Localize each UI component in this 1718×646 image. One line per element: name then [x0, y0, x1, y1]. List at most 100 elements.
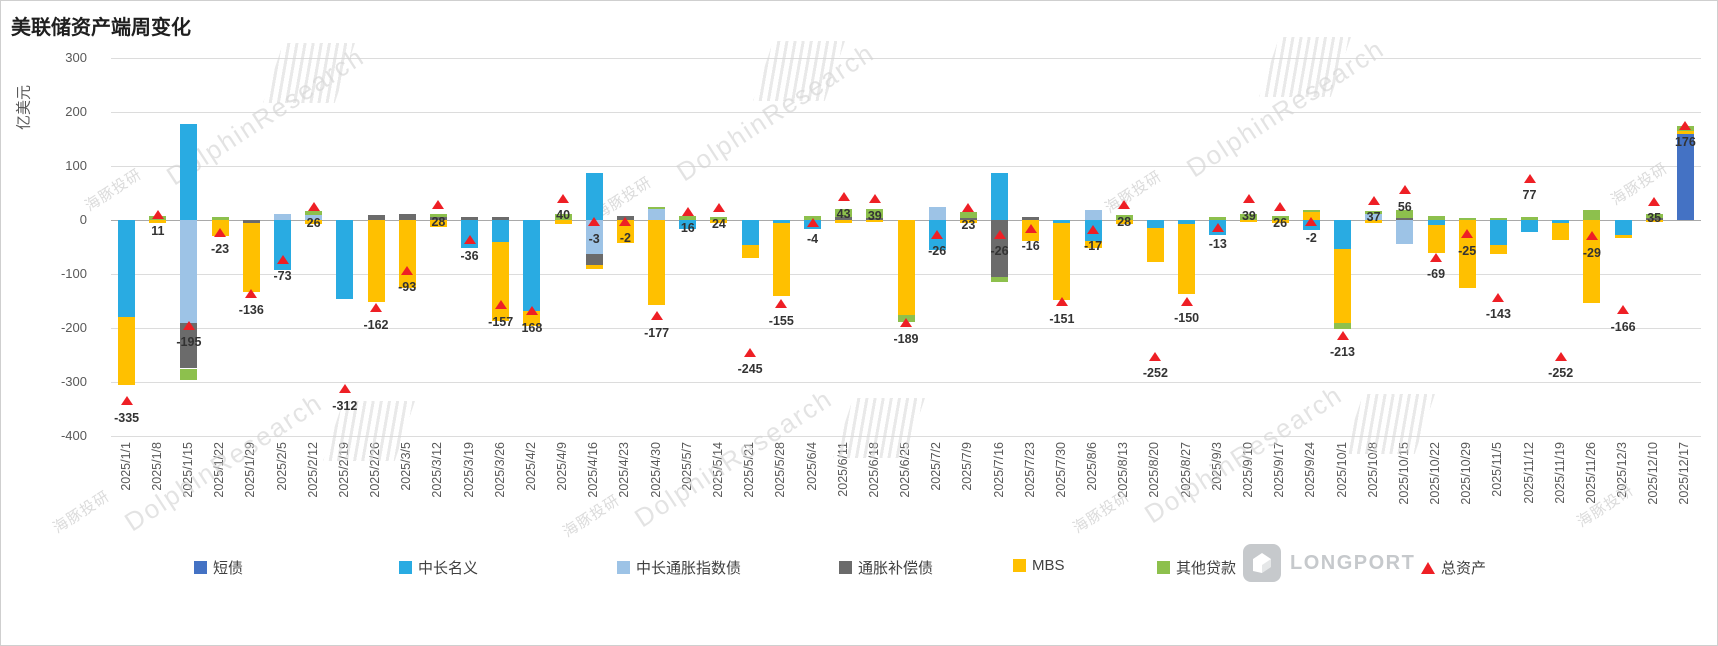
total-assets-data-label: 40 — [556, 208, 571, 223]
bar-segment-mid-long-nominal — [991, 172, 1008, 220]
bar-segment-short-debt — [1676, 133, 1694, 220]
bar-segment-mbs — [305, 220, 323, 225]
total-assets-marker — [1242, 194, 1255, 204]
y-tick-label: -200 — [60, 320, 87, 335]
total-assets-data-label: -25 — [1458, 243, 1477, 258]
bar-segment-mbs — [1146, 227, 1164, 263]
bar-segment-other-loans — [991, 276, 1008, 283]
bar-segment-mid-long-nominal — [1053, 220, 1071, 224]
bar-segment-other-loans — [959, 212, 977, 218]
x-tick-label: 2025/3/26 — [492, 442, 507, 498]
bar-segment-mid-long-nominal — [336, 220, 354, 299]
legend-item-total-assets: 总资产 — [1421, 557, 1486, 578]
x-tick-label: 2025/11/5 — [1490, 442, 1505, 497]
bar-segment-mbs — [1583, 220, 1601, 304]
total-assets-marker — [1149, 351, 1162, 361]
legend-swatch-other-loans-icon — [1157, 561, 1170, 574]
total-assets-data-label: 24 — [711, 217, 726, 231]
total-assets-marker — [463, 234, 476, 244]
bar-segment-other-loans — [1645, 214, 1663, 219]
total-assets-data-label: -213 — [1329, 345, 1356, 359]
total-assets-marker — [900, 317, 912, 327]
bar-segment-other-loans — [648, 206, 666, 210]
bar-segment-inflation-compensation — [959, 217, 977, 220]
bar-segment-inflation-compensation — [1645, 218, 1663, 220]
x-tick-label: 2025/10/15 — [1396, 442, 1411, 505]
bar-segment-mid-long-nominal — [1521, 220, 1538, 232]
bar-segment-mid-long-tips — [928, 206, 946, 220]
legend-label-other-loans: 其他贷款 — [1176, 560, 1237, 577]
x-tick-label: 2025/4/23 — [617, 442, 632, 498]
x-tick-label: 2025/10/29 — [1459, 442, 1474, 505]
bar-segment-mbs — [1084, 240, 1102, 249]
total-assets-marker — [1118, 200, 1131, 210]
total-assets-data-label: -155 — [768, 313, 794, 328]
bar-segment-mbs — [959, 220, 977, 224]
total-assets-data-label: -26 — [990, 244, 1009, 258]
total-assets-data-label: -312 — [332, 398, 358, 413]
bar-segment-inflation-compensation — [492, 216, 510, 220]
total-assets-marker — [1180, 296, 1193, 306]
bar-segment-other-loans — [180, 368, 198, 381]
x-tick-label: 2025/2/12 — [305, 442, 320, 498]
x-tick-label: 2025/1/1 — [118, 442, 133, 491]
legend: 短债 中长名义 中长通胀指数债 通胀补偿债 MBS 其他贷款 总资产 — [1, 557, 1717, 583]
x-tick-label: 2025/1/29 — [243, 442, 258, 498]
total-assets-marker — [370, 303, 382, 312]
bar-segment-other-loans — [1240, 213, 1258, 220]
y-tick-label: 100 — [65, 158, 87, 173]
bar-segment-mid-long-nominal — [118, 220, 136, 318]
legend-item-other-loans: 其他贷款 — [1157, 557, 1236, 578]
bar-segment-mid-long-nominal — [741, 220, 759, 245]
gridline — [111, 382, 1701, 383]
x-tick-label: 2025/10/8 — [1365, 442, 1380, 498]
x-tick-label: 2025/9/17 — [1272, 442, 1287, 498]
bar-segment-mid-long-nominal — [1427, 220, 1445, 226]
bar-segment-other-loans — [1271, 215, 1289, 220]
total-assets-data-label: 43 — [836, 206, 851, 221]
bar-segment-mbs — [554, 220, 572, 225]
total-assets-marker — [307, 201, 320, 211]
x-tick-label: 2025/9/3 — [1209, 442, 1224, 491]
total-assets-data-label: -177 — [644, 325, 670, 340]
bar-segment-inflation-compensation — [398, 213, 416, 220]
bar-segment-mbs — [1334, 249, 1351, 323]
bar-segment-mid-long-nominal — [1614, 220, 1632, 236]
total-assets-data-label: -150 — [1174, 311, 1200, 325]
x-tick-label: 2025/2/26 — [368, 442, 382, 498]
x-tick-label: 2025/6/18 — [866, 442, 881, 498]
total-assets-data-label: -252 — [1142, 366, 1168, 381]
gridline — [111, 166, 1701, 167]
x-axis: 2025/1/1 2025/1/8 2025/1/15 2025/1/22 2025/1… — [111, 442, 1701, 540]
x-tick-label: 2025/4/16 — [586, 442, 601, 498]
x-tick-label: 2025/8/6 — [1085, 442, 1100, 491]
total-assets-marker — [775, 299, 788, 309]
longport-logo: LONGPORT — [1243, 544, 1415, 582]
x-tick-label: 2025/8/13 — [1116, 442, 1131, 498]
x-tick-label: 2025/5/14 — [710, 442, 725, 498]
bar-segment-mbs — [772, 223, 790, 296]
total-assets-data-label: -17 — [1084, 239, 1103, 254]
bar-segment-inflation-compensation — [1022, 217, 1040, 220]
x-tick-label: 2025/5/28 — [773, 442, 788, 498]
total-assets-marker — [276, 254, 289, 264]
total-assets-data-label: -93 — [398, 280, 417, 295]
bar-segment-inflation-compensation — [835, 216, 853, 220]
legend-swatch-mbs-icon — [1013, 559, 1026, 572]
total-assets-data-label: -157 — [488, 314, 514, 329]
total-assets-marker — [1523, 173, 1536, 183]
gridline — [111, 328, 1701, 329]
total-assets-data-label: -26 — [928, 244, 947, 258]
legend-marker-total-assets-icon — [1421, 561, 1435, 574]
total-assets-marker — [1461, 229, 1474, 238]
bar-segment-mid-long-tips — [648, 209, 666, 220]
total-assets-data-label: 56 — [1397, 199, 1412, 214]
bar-segment-mbs — [585, 265, 603, 270]
total-assets-marker — [120, 396, 133, 406]
total-assets-data-label: 28 — [431, 214, 446, 229]
y-tick-label: -100 — [60, 266, 87, 281]
total-assets-marker — [1367, 195, 1380, 205]
bar-segment-mid-long-tips — [180, 220, 198, 323]
bar-segment-inflation-compensation — [367, 214, 385, 220]
